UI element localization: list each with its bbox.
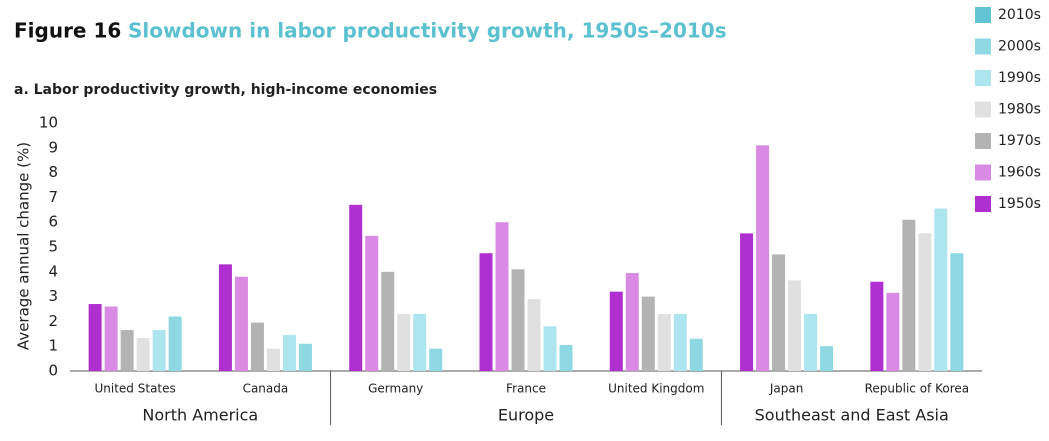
bar	[543, 326, 557, 371]
legend-swatch	[975, 101, 991, 118]
bar	[756, 145, 770, 371]
bar	[918, 233, 932, 371]
bar	[381, 271, 395, 371]
bar	[266, 348, 280, 371]
legend-swatch	[975, 7, 991, 23]
legend-swatch	[975, 38, 991, 55]
bar	[234, 276, 248, 371]
bar	[152, 330, 166, 371]
bar	[804, 313, 818, 371]
bar	[625, 273, 639, 371]
y-tick-label: 3	[48, 287, 58, 305]
legend-label: 1980s	[998, 102, 1041, 118]
bar	[495, 222, 509, 371]
legend-label: 2010s	[998, 7, 1041, 23]
y-tick-label: 10	[39, 114, 58, 132]
legend-label: 1950s	[998, 196, 1041, 212]
bar	[641, 296, 655, 371]
bar	[527, 299, 541, 371]
chart-subtitle: Slowdown in labor productivity growth, 1…	[128, 19, 727, 43]
bar	[740, 233, 754, 371]
bar	[397, 313, 411, 371]
bar	[218, 264, 232, 371]
x-tick-label: United States	[95, 382, 176, 396]
bar	[886, 292, 900, 371]
bar	[902, 219, 916, 371]
y-tick-label: 7	[48, 188, 58, 206]
legend-swatch	[975, 70, 991, 86]
panel-title: a. Labor productivity growth, high-incom…	[14, 82, 437, 98]
y-tick-label: 5	[48, 238, 58, 256]
group-label: North America	[142, 406, 258, 425]
group-label: Europe	[498, 406, 554, 425]
x-tick-label: Republic of Korea	[865, 382, 970, 396]
x-tick-label: United Kingdom	[608, 382, 704, 396]
bar	[559, 344, 573, 371]
legend-label: 1960s	[998, 165, 1041, 181]
bar	[870, 281, 884, 371]
x-tick-label: Japan	[769, 382, 803, 396]
bar	[657, 313, 671, 371]
legend-swatch	[975, 133, 991, 149]
group-label: Southeast and East Asia	[755, 406, 949, 425]
y-tick-label: 0	[48, 362, 58, 380]
bar	[511, 269, 525, 371]
y-tick-label: 1	[48, 337, 58, 355]
bar	[104, 306, 118, 371]
bar	[250, 322, 264, 371]
bar	[349, 204, 363, 371]
bar	[820, 346, 834, 371]
bar	[120, 330, 134, 371]
bar	[950, 253, 964, 371]
bar	[689, 338, 703, 371]
bar	[429, 348, 443, 371]
bar	[609, 291, 623, 371]
bar	[298, 343, 312, 371]
bar	[772, 254, 786, 371]
chart-title: Figure 16	[14, 19, 121, 43]
bar	[788, 280, 802, 371]
bar	[168, 316, 182, 371]
bar	[88, 304, 102, 371]
y-tick-label: 4	[48, 262, 58, 280]
bar	[136, 338, 150, 371]
y-tick-label: 8	[48, 163, 58, 181]
legend-label: 1970s	[998, 133, 1041, 149]
x-tick-label: Germany	[368, 382, 423, 396]
bar	[413, 313, 427, 371]
bar	[282, 335, 296, 371]
bar	[673, 313, 687, 371]
x-tick-label: Canada	[243, 382, 289, 396]
legend-label: 1990s	[998, 70, 1041, 86]
legend-swatch	[975, 164, 991, 181]
legend-swatch	[975, 196, 991, 212]
bar	[934, 208, 948, 371]
y-axis-label: Average annual change (%)	[15, 142, 33, 350]
x-tick-label: France	[506, 382, 546, 396]
y-tick-label: 9	[48, 138, 58, 156]
y-tick-label: 2	[48, 312, 58, 330]
bar	[479, 253, 493, 371]
bar	[365, 235, 379, 371]
legend-label: 2000s	[998, 39, 1041, 55]
y-tick-label: 6	[48, 213, 58, 231]
